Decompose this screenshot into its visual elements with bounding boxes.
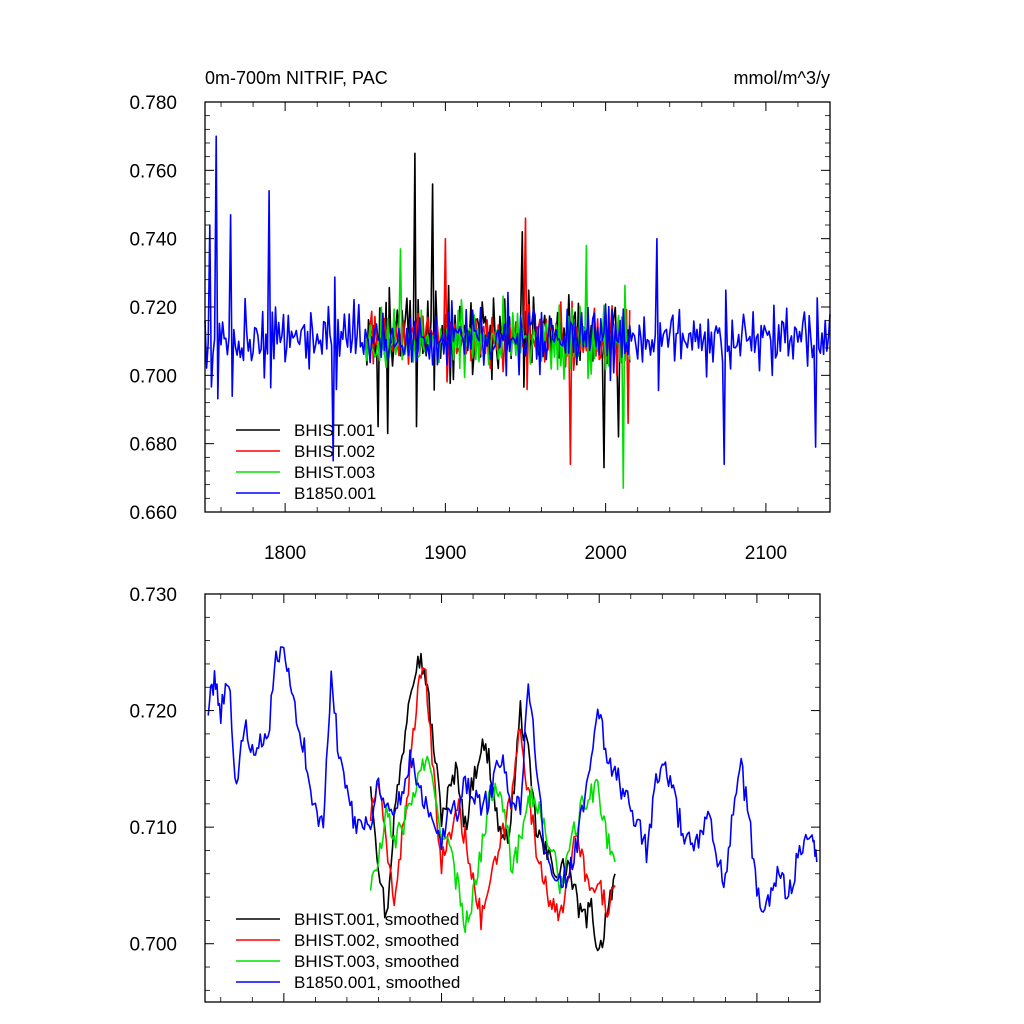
bottom-legend: BHIST.001, smoothed BHIST.002, smoothed BH… xyxy=(236,910,460,992)
legend-label: BHIST.001, smoothed xyxy=(294,910,459,929)
legend-label: BHIST.003, smoothed xyxy=(294,952,459,971)
bottom-panel: 0.700 0.710 0.720 0.730 BHIST.001, smoothed… xyxy=(129,585,821,1003)
bottom-plot-frame xyxy=(204,593,821,1003)
top-legend: BHIST.001 BHIST.002 BHIST.003 B1850.001 xyxy=(236,421,376,503)
legend-label: BHIST.002 xyxy=(294,442,375,461)
x-tick-label: 1800 xyxy=(264,543,306,564)
y-tick-label: 0.780 xyxy=(129,93,177,114)
y-tick-label: 0.680 xyxy=(129,435,177,456)
legend-label: BHIST.002, smoothed xyxy=(294,931,459,950)
units-label: mmol/m^3/y xyxy=(734,68,830,88)
y-tick-label: 0.720 xyxy=(129,298,177,319)
bottom-axis-ticks: 0.700 0.710 0.720 0.730 xyxy=(129,585,821,1002)
top-axis-ticks: 0.660 0.680 0.700 0.720 0.740 0.760 0.780 1800 1… xyxy=(129,93,831,564)
series-line-bhist-002-smoothed xyxy=(369,666,616,931)
y-tick-label: 0.700 xyxy=(129,366,177,387)
bottom-series-group xyxy=(207,646,818,952)
series-line-b1850-001 xyxy=(204,135,831,465)
y-tick-label: 0.760 xyxy=(129,161,177,182)
legend-label: B1850.001 xyxy=(294,484,376,503)
legend-label: B1850.001, smoothed xyxy=(294,973,460,992)
legend-label: BHIST.003 xyxy=(294,463,375,482)
y-tick-label: 0.730 xyxy=(129,585,177,606)
y-tick-label: 0.660 xyxy=(129,503,177,524)
legend-label: BHIST.001 xyxy=(294,421,375,440)
x-tick-label: 1900 xyxy=(424,543,466,564)
top-series-group xyxy=(204,135,831,489)
x-tick-label: 2000 xyxy=(585,543,627,564)
y-tick-label: 0.710 xyxy=(129,818,177,839)
x-tick-label: 2100 xyxy=(745,543,787,564)
series-line-bhist-003-smoothed xyxy=(369,755,616,934)
top-panel: 0m-700m NITRIF, PAC mmol/m^3/y 0.660 0.68… xyxy=(129,68,831,564)
y-tick-label: 0.720 xyxy=(129,702,177,723)
chart-title: 0m-700m NITRIF, PAC xyxy=(205,68,388,88)
series-line-b1850-001-smoothed xyxy=(207,646,818,913)
y-tick-label: 0.700 xyxy=(129,935,177,956)
y-tick-label: 0.740 xyxy=(129,230,177,251)
